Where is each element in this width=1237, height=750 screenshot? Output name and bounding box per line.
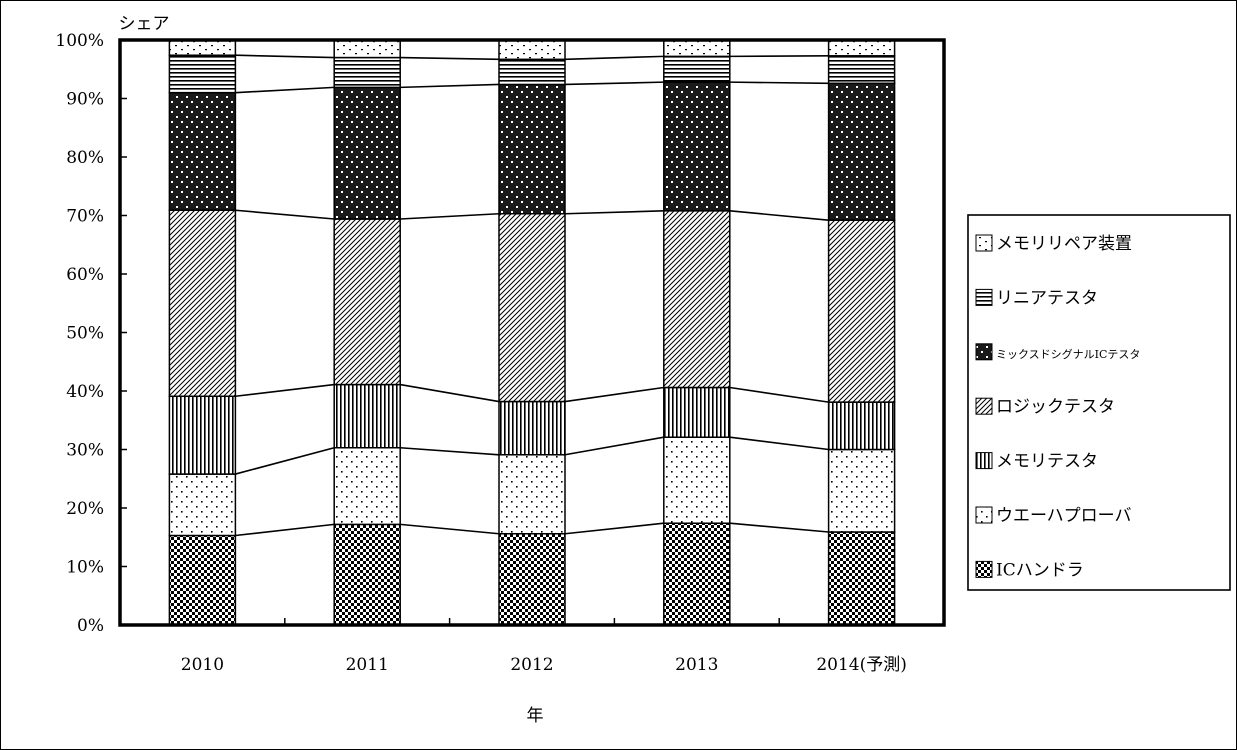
x-tick-label: 2012 bbox=[510, 655, 553, 675]
bar-segment bbox=[663, 81, 731, 212]
legend-label: ロジックテスタ bbox=[996, 397, 1115, 417]
y-tick-label: 90% bbox=[66, 90, 104, 110]
legend-label: メモリリペア装置 bbox=[996, 234, 1132, 254]
series-connector-line bbox=[729, 54, 829, 58]
series-connector-line bbox=[729, 436, 829, 451]
bar-segment bbox=[498, 83, 566, 215]
bar-segment bbox=[333, 383, 401, 449]
bar-segment bbox=[333, 86, 401, 220]
bar-segment bbox=[827, 531, 896, 626]
y-axis-title: シェア bbox=[119, 14, 170, 34]
bar-segment bbox=[498, 212, 566, 403]
y-tick-label: 10% bbox=[66, 558, 104, 578]
bar-segment bbox=[663, 386, 731, 438]
bar-segment bbox=[827, 219, 896, 403]
y-tick-label: 60% bbox=[66, 265, 104, 285]
y-tick-label: 80% bbox=[66, 148, 104, 168]
legend-label: メモリテスタ bbox=[996, 452, 1098, 472]
bar-segment bbox=[663, 55, 731, 83]
series-connector-line bbox=[235, 523, 335, 537]
series-connector-line bbox=[729, 81, 829, 85]
series-connector-line bbox=[564, 386, 664, 403]
series-connector-line bbox=[400, 56, 500, 61]
series-connector-line bbox=[235, 209, 335, 220]
bar-segment bbox=[663, 522, 731, 626]
legend-box bbox=[967, 214, 1231, 591]
bar-segment bbox=[168, 395, 237, 475]
bar-segment bbox=[333, 56, 401, 89]
legend-label: ウエーハプローバ bbox=[996, 506, 1132, 526]
series-connector-line bbox=[729, 386, 829, 403]
legend-label: ICハンドラ bbox=[996, 560, 1084, 580]
bar-segment bbox=[168, 91, 237, 211]
bar-segment bbox=[827, 448, 896, 533]
legend-swatch bbox=[975, 288, 993, 306]
bar-segment bbox=[663, 39, 731, 58]
series-connector-line bbox=[235, 446, 335, 475]
bar-segment bbox=[168, 209, 237, 398]
legend-swatch bbox=[975, 506, 993, 524]
y-tick-label: 40% bbox=[66, 382, 104, 402]
bar-segment bbox=[168, 473, 237, 537]
bar-segment bbox=[333, 39, 401, 59]
bar-segment bbox=[168, 54, 237, 94]
y-tick-label: 70% bbox=[66, 207, 104, 227]
bar-segment bbox=[827, 82, 896, 221]
series-connector-line bbox=[235, 54, 335, 59]
x-tick-label: 2014(予測) bbox=[816, 655, 907, 675]
bar-segment bbox=[663, 210, 731, 389]
bar-segment bbox=[498, 39, 566, 61]
series-connector-line bbox=[564, 522, 664, 535]
bar-segment bbox=[498, 58, 566, 86]
y-tick-label: 20% bbox=[66, 499, 104, 519]
bar-segment bbox=[333, 523, 401, 626]
legend-swatch bbox=[975, 397, 993, 415]
legend-swatch bbox=[975, 234, 993, 252]
series-connector-line bbox=[564, 210, 664, 215]
bar-segment bbox=[827, 401, 896, 451]
series-connector-line bbox=[729, 210, 829, 221]
series-connector-line bbox=[564, 436, 664, 456]
bar-segment bbox=[498, 400, 566, 456]
bar-segment bbox=[498, 454, 566, 535]
bar-segment bbox=[827, 55, 896, 85]
legend-swatch bbox=[975, 343, 993, 361]
legend-label: ミックスドシグナルICテスタ bbox=[996, 347, 1140, 361]
x-tick-label: 2010 bbox=[181, 655, 224, 675]
y-tick-label: 100% bbox=[55, 31, 104, 51]
bar-segment bbox=[333, 218, 401, 386]
series-connector-line bbox=[564, 55, 664, 61]
legend-swatch bbox=[975, 452, 993, 470]
series-connector-line bbox=[564, 81, 664, 86]
x-axis-title: 年 bbox=[527, 706, 544, 726]
series-connector-line bbox=[400, 212, 500, 220]
x-tick-label: 2013 bbox=[675, 655, 718, 675]
series-connector-line bbox=[235, 383, 335, 398]
y-tick-label: 30% bbox=[66, 441, 104, 461]
legend-swatch bbox=[975, 560, 993, 578]
series-connector-line bbox=[400, 523, 500, 535]
x-tick-label: 2011 bbox=[346, 655, 389, 675]
bar-segment bbox=[168, 534, 237, 626]
bar-segment bbox=[663, 436, 731, 524]
series-connector-line bbox=[400, 383, 500, 403]
y-tick-label: 50% bbox=[66, 324, 104, 344]
y-tick-label: 0% bbox=[77, 616, 104, 636]
bar-segment bbox=[827, 39, 896, 57]
series-connector-line bbox=[235, 86, 335, 94]
bar-segment bbox=[168, 39, 237, 56]
legend-label: リニアテスタ bbox=[996, 288, 1098, 308]
series-connector-line bbox=[400, 446, 500, 456]
series-connector-line bbox=[729, 522, 829, 533]
bar-segment bbox=[333, 446, 401, 526]
series-connector-line bbox=[400, 83, 500, 89]
bar-segment bbox=[498, 532, 566, 626]
